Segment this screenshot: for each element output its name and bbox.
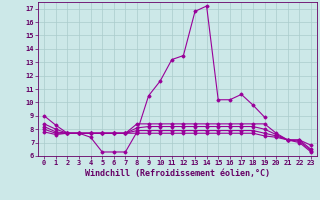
X-axis label: Windchill (Refroidissement éolien,°C): Windchill (Refroidissement éolien,°C) [85, 169, 270, 178]
